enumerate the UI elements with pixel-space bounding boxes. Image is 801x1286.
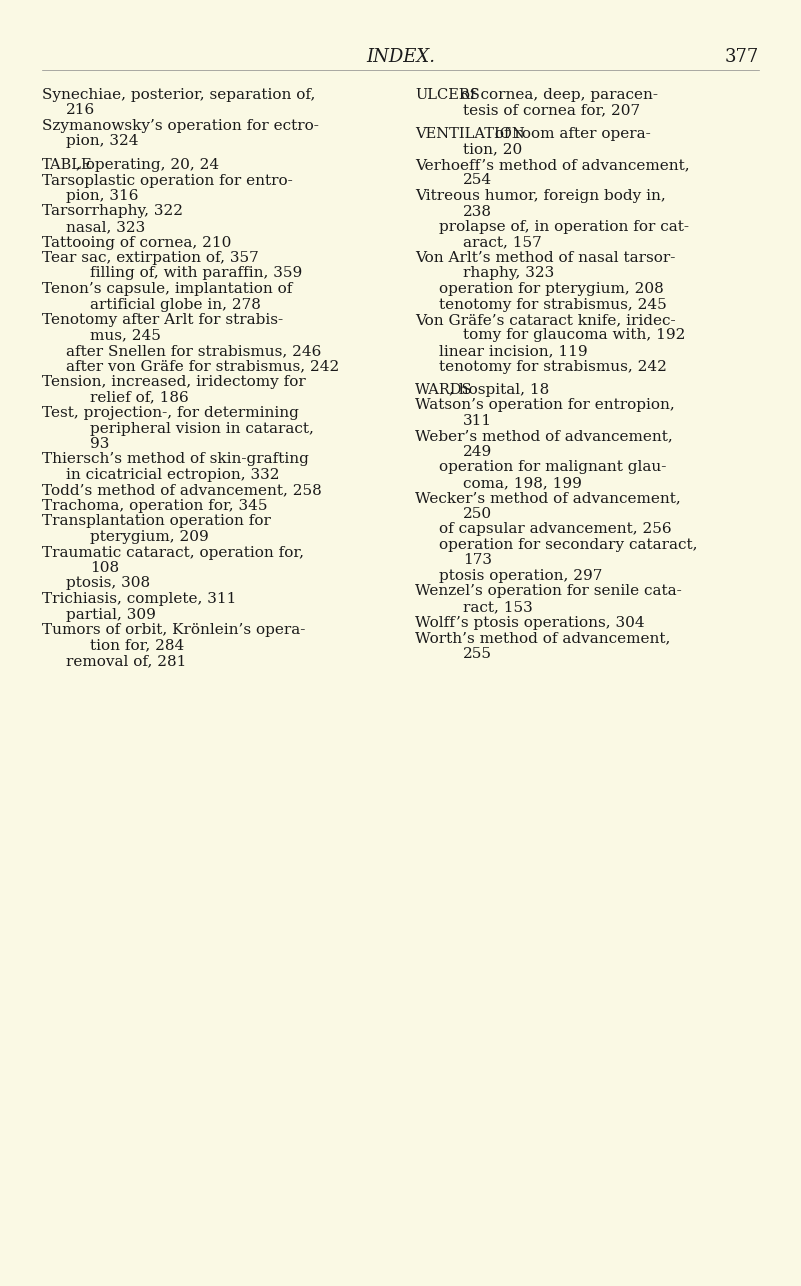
Text: , operating, 20, 24: , operating, 20, 24 bbox=[76, 158, 219, 172]
Text: after Snellen for strabismus, 246: after Snellen for strabismus, 246 bbox=[66, 343, 321, 358]
Text: Tenotomy after Arlt for strabis-: Tenotomy after Arlt for strabis- bbox=[42, 312, 283, 327]
Text: tesis of cornea for, 207: tesis of cornea for, 207 bbox=[463, 103, 640, 117]
Text: 108: 108 bbox=[90, 561, 119, 575]
Text: ract, 153: ract, 153 bbox=[463, 601, 533, 613]
Text: Tension, increased, iridectomy for: Tension, increased, iridectomy for bbox=[42, 376, 306, 388]
Text: ptosis operation, 297: ptosis operation, 297 bbox=[439, 568, 602, 583]
Text: operation for secondary cataract,: operation for secondary cataract, bbox=[439, 538, 698, 552]
Text: pion, 316: pion, 316 bbox=[66, 189, 139, 203]
Text: 377: 377 bbox=[725, 48, 759, 66]
Text: 249: 249 bbox=[463, 445, 493, 459]
Text: peripheral vision in cataract,: peripheral vision in cataract, bbox=[90, 422, 314, 436]
Text: prolapse of, in operation for cat-: prolapse of, in operation for cat- bbox=[439, 220, 689, 234]
Text: Tarsoplastic operation for entro-: Tarsoplastic operation for entro- bbox=[42, 174, 292, 188]
Text: 173: 173 bbox=[463, 553, 492, 567]
Text: Thiersch’s method of skin-grafting: Thiersch’s method of skin-grafting bbox=[42, 453, 309, 467]
Text: 216: 216 bbox=[66, 103, 95, 117]
Text: pion, 324: pion, 324 bbox=[66, 135, 139, 148]
Text: tion, 20: tion, 20 bbox=[463, 143, 522, 157]
Text: partial, 309: partial, 309 bbox=[66, 607, 156, 621]
Text: 255: 255 bbox=[463, 647, 492, 661]
Text: VENTILATION: VENTILATION bbox=[415, 127, 525, 141]
Text: tenotomy for strabismus, 242: tenotomy for strabismus, 242 bbox=[439, 360, 667, 373]
Text: relief of, 186: relief of, 186 bbox=[90, 391, 189, 405]
Text: TABLE: TABLE bbox=[42, 158, 93, 172]
Text: removal of, 281: removal of, 281 bbox=[66, 655, 187, 667]
Text: filling of, with paraffin, 359: filling of, with paraffin, 359 bbox=[90, 266, 302, 280]
Text: 254: 254 bbox=[463, 174, 492, 188]
Text: mus, 245: mus, 245 bbox=[90, 328, 161, 342]
Text: Trachoma, operation for, 345: Trachoma, operation for, 345 bbox=[42, 499, 268, 513]
Text: aract, 157: aract, 157 bbox=[463, 235, 541, 249]
Text: Tattooing of cornea, 210: Tattooing of cornea, 210 bbox=[42, 235, 231, 249]
Text: Todd’s method of advancement, 258: Todd’s method of advancement, 258 bbox=[42, 484, 322, 498]
Text: Watson’s operation for entropion,: Watson’s operation for entropion, bbox=[415, 399, 674, 413]
Text: Transplantation operation for: Transplantation operation for bbox=[42, 514, 271, 529]
Text: ULCERS: ULCERS bbox=[415, 87, 480, 102]
Text: tenotomy for strabismus, 245: tenotomy for strabismus, 245 bbox=[439, 297, 666, 311]
Text: Wecker’s method of advancement,: Wecker’s method of advancement, bbox=[415, 491, 681, 505]
Text: Worth’s method of advancement,: Worth’s method of advancement, bbox=[415, 631, 670, 646]
Text: nasal, 323: nasal, 323 bbox=[66, 220, 145, 234]
Text: rhaphy, 323: rhaphy, 323 bbox=[463, 266, 554, 280]
Text: Wolff’s ptosis operations, 304: Wolff’s ptosis operations, 304 bbox=[415, 616, 645, 630]
Text: 238: 238 bbox=[463, 204, 492, 219]
Text: WARDS: WARDS bbox=[415, 383, 473, 397]
Text: operation for malignant glau-: operation for malignant glau- bbox=[439, 460, 666, 475]
Text: Tenon’s capsule, implantation of: Tenon’s capsule, implantation of bbox=[42, 282, 292, 296]
Text: 250: 250 bbox=[463, 507, 492, 521]
Text: Tarsorrhaphy, 322: Tarsorrhaphy, 322 bbox=[42, 204, 183, 219]
Text: Von Arlt’s method of nasal tarsor-: Von Arlt’s method of nasal tarsor- bbox=[415, 251, 675, 265]
Text: 311: 311 bbox=[463, 414, 492, 428]
Text: Trichiasis, complete, 311: Trichiasis, complete, 311 bbox=[42, 592, 236, 606]
Text: Synechiae, posterior, separation of,: Synechiae, posterior, separation of, bbox=[42, 87, 316, 102]
Text: operation for pterygium, 208: operation for pterygium, 208 bbox=[439, 282, 664, 296]
Text: coma, 198, 199: coma, 198, 199 bbox=[463, 476, 582, 490]
Text: pterygium, 209: pterygium, 209 bbox=[90, 530, 209, 544]
Text: , hospital, 18: , hospital, 18 bbox=[449, 383, 549, 397]
Text: artificial globe in, 278: artificial globe in, 278 bbox=[90, 297, 261, 311]
Text: Test, projection-, for determining: Test, projection-, for determining bbox=[42, 406, 299, 421]
Text: of capsular advancement, 256: of capsular advancement, 256 bbox=[439, 522, 671, 536]
Text: after von Gräfe for strabismus, 242: after von Gräfe for strabismus, 242 bbox=[66, 360, 340, 373]
Text: tomy for glaucoma with, 192: tomy for glaucoma with, 192 bbox=[463, 328, 686, 342]
Text: Traumatic cataract, operation for,: Traumatic cataract, operation for, bbox=[42, 545, 304, 559]
Text: Verhoeff’s method of advancement,: Verhoeff’s method of advancement, bbox=[415, 158, 690, 172]
Text: Vitreous humor, foreign body in,: Vitreous humor, foreign body in, bbox=[415, 189, 666, 203]
Text: Von Gräfe’s cataract knife, iridec-: Von Gräfe’s cataract knife, iridec- bbox=[415, 312, 675, 327]
Text: Tear sac, extirpation of, 357: Tear sac, extirpation of, 357 bbox=[42, 251, 259, 265]
Text: linear incision, 119: linear incision, 119 bbox=[439, 343, 588, 358]
Text: of room after opera-: of room after opera- bbox=[490, 127, 650, 141]
Text: INDEX.: INDEX. bbox=[366, 48, 435, 66]
Text: Wenzel’s operation for senile cata-: Wenzel’s operation for senile cata- bbox=[415, 585, 682, 598]
Text: ptosis, 308: ptosis, 308 bbox=[66, 576, 150, 590]
Text: tion for, 284: tion for, 284 bbox=[90, 639, 184, 652]
Text: in cicatricial ectropion, 332: in cicatricial ectropion, 332 bbox=[66, 468, 280, 482]
Text: Weber’s method of advancement,: Weber’s method of advancement, bbox=[415, 430, 673, 444]
Text: of cornea, deep, paracen-: of cornea, deep, paracen- bbox=[456, 87, 658, 102]
Text: Szymanowsky’s operation for ectro-: Szymanowsky’s operation for ectro- bbox=[42, 120, 319, 132]
Text: Tumors of orbit, Krönlein’s opera-: Tumors of orbit, Krönlein’s opera- bbox=[42, 622, 305, 637]
Text: 93: 93 bbox=[90, 437, 110, 451]
